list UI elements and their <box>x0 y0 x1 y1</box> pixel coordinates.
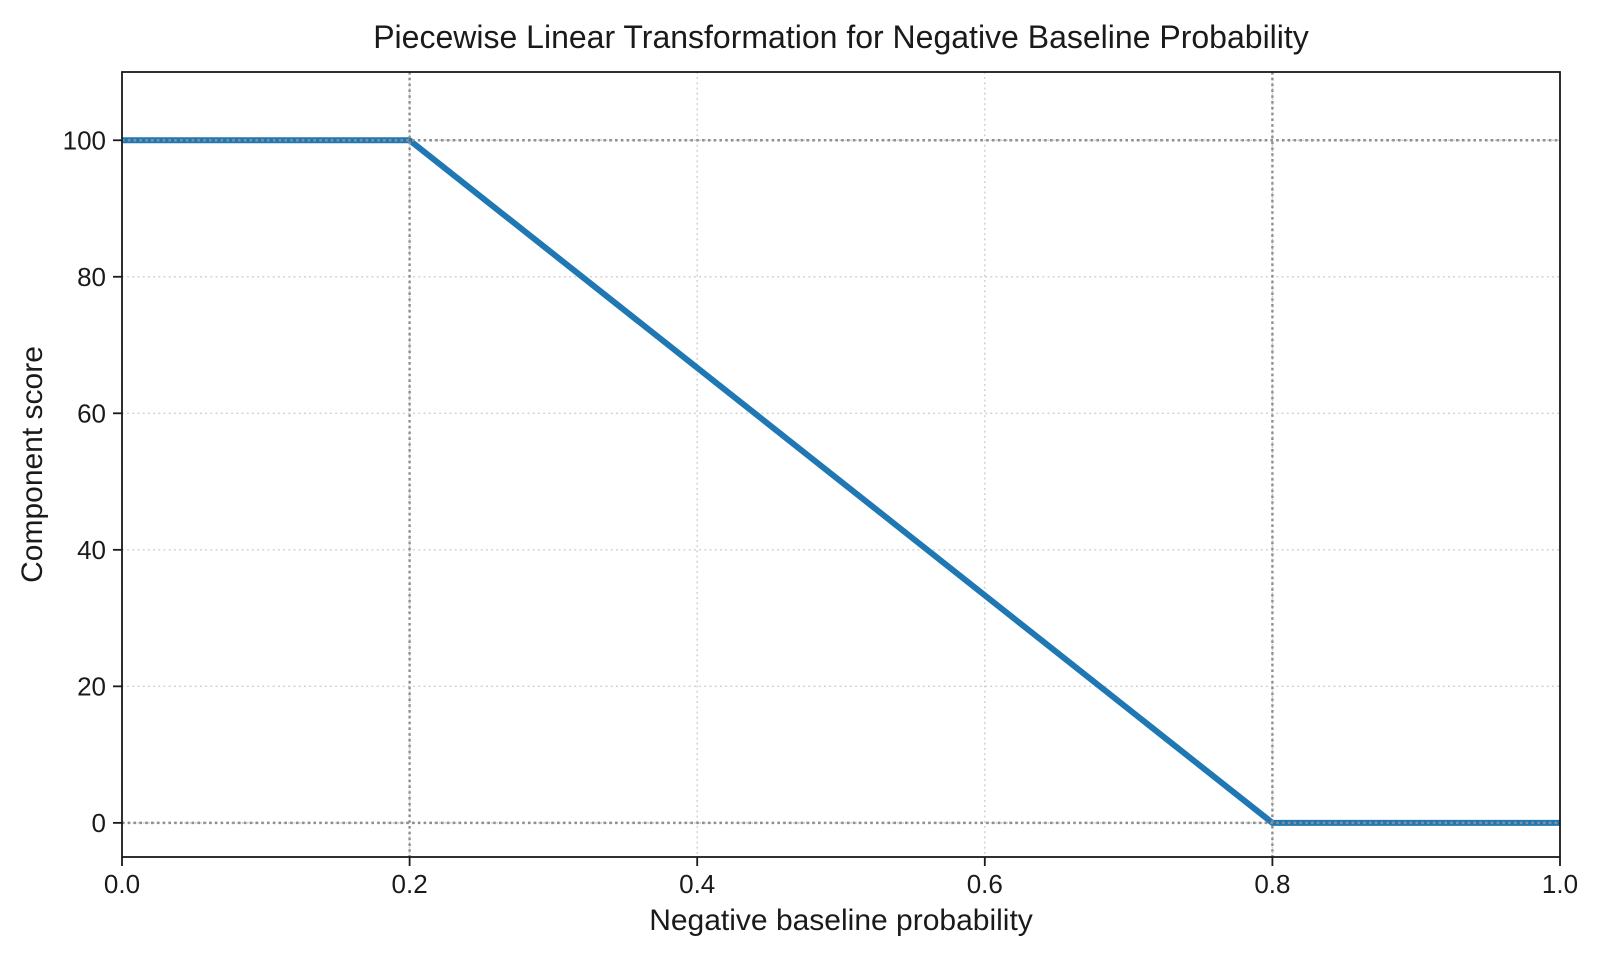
plot-border <box>121 71 1561 858</box>
guide-lines-layer <box>122 72 1560 857</box>
x-tick-label: 0.8 <box>1254 869 1290 899</box>
y-tick-label: 60 <box>77 398 106 428</box>
x-tick-label: 1.0 <box>1542 869 1578 899</box>
y-axis-label: Component score <box>16 346 49 583</box>
tick-marks-layer <box>113 139 1561 866</box>
x-tick-label: 0.0 <box>104 869 140 899</box>
x-tick-label: 0.4 <box>679 869 715 899</box>
y-tick-label: 80 <box>77 262 106 292</box>
y-tick-label: 40 <box>77 535 106 565</box>
x-axis-label: Negative baseline probability <box>649 904 1033 937</box>
y-tick-label: 0 <box>92 808 106 838</box>
series-line <box>122 137 1560 826</box>
tick-labels-layer: 0.0 0.2 0.4 0.6 0.8 1.0 0 20 40 60 80 100 <box>63 125 1578 899</box>
y-tick-label: 20 <box>77 671 106 701</box>
y-tick-label: 100 <box>63 125 106 155</box>
x-tick-label: 0.2 <box>392 869 428 899</box>
x-tick-label: 0.6 <box>967 869 1003 899</box>
gridlines-layer <box>121 72 1561 857</box>
chart-title: Piecewise Linear Transformation for Nega… <box>373 19 1309 55</box>
series-layer <box>122 137 1560 826</box>
